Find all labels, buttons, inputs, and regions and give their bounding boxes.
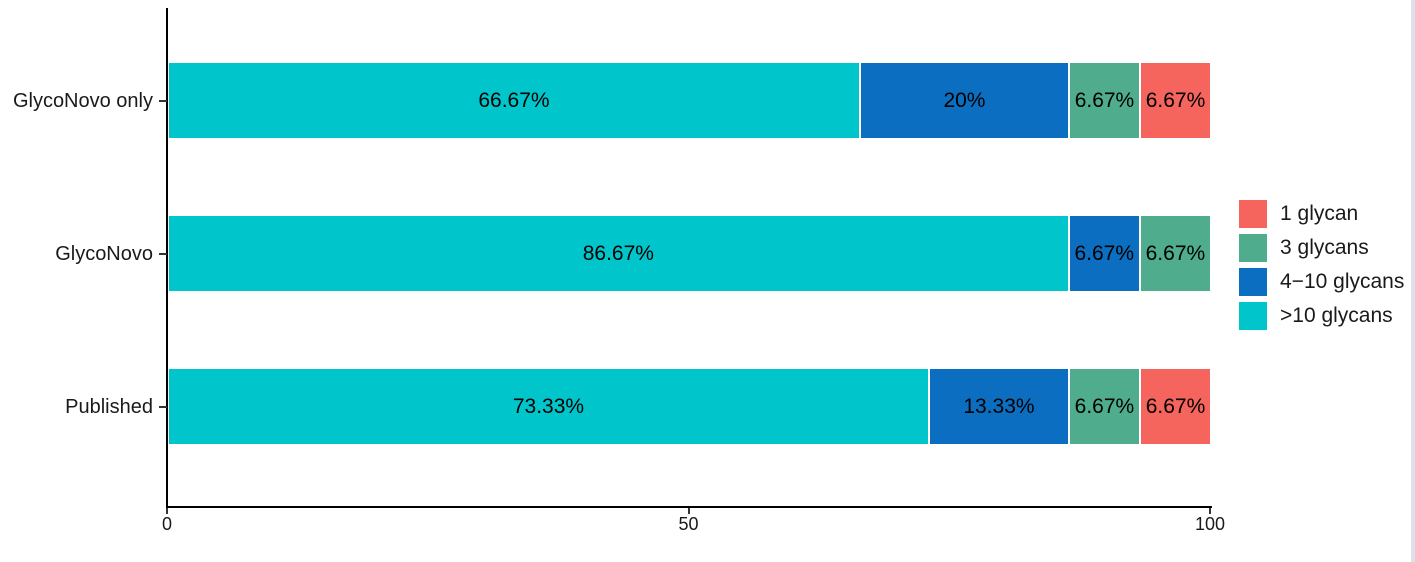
y-axis-tick	[159, 405, 167, 408]
bar-segment-value-label: 20%	[943, 88, 986, 112]
bar-segment: 86.67%	[169, 216, 1068, 291]
legend-label: 4−10 glycans	[1280, 270, 1405, 293]
window-edge	[1411, 0, 1415, 562]
legend-color-swatch	[1239, 268, 1267, 296]
y-axis-line	[166, 8, 168, 508]
bar-segment-value-label: 73.33%	[512, 394, 585, 418]
x-axis-line	[166, 506, 1212, 508]
bar-segment-value-label: 13.33%	[963, 394, 1035, 418]
x-axis-tick-label: 0	[161, 514, 172, 534]
bar-row: 66.67% 20% 6.67% 6.67%	[169, 63, 1211, 138]
bar-segment: 6.67%	[1069, 63, 1139, 138]
legend-label: 3 glycans	[1280, 236, 1369, 259]
legend-color-swatch	[1239, 234, 1267, 262]
legend-item: 1 glycan	[1239, 200, 1404, 228]
bar-segment: 6.67%	[1069, 216, 1139, 291]
category-label: Published	[65, 395, 153, 418]
bar-segment-value-label: 6.67%	[1145, 394, 1206, 418]
bar-segment: 20%	[860, 63, 1068, 138]
bar-segment-value-label: 6.67%	[1145, 88, 1206, 112]
legend-color-swatch	[1239, 302, 1267, 330]
x-axis-tick-label: 50	[678, 514, 699, 534]
x-axis-tick	[166, 508, 168, 514]
bar-segment: 6.67%	[1140, 63, 1211, 138]
legend-label: >10 glycans	[1280, 304, 1393, 327]
bar-row: 73.33% 13.33% 6.67% 6.67%	[169, 369, 1210, 444]
bar-segment: 66.67%	[169, 63, 859, 138]
legend-item: >10 glycans	[1239, 302, 1404, 330]
legend-item: 3 glycans	[1239, 234, 1404, 262]
bar-segment: 73.33%	[169, 369, 928, 444]
bar-segment: 6.67%	[1140, 216, 1210, 291]
y-axis-tick	[159, 99, 167, 102]
bar-segment-value-label: 6.67%	[1074, 88, 1135, 112]
bar-segment: 6.67%	[1069, 369, 1139, 444]
legend: 1 glycan 3 glycans 4−10 glycans >10 glycans	[1239, 200, 1404, 330]
legend-item: 4−10 glycans	[1239, 268, 1404, 296]
legend-color-swatch	[1239, 200, 1267, 228]
category-label: GlycoNovo	[55, 242, 153, 265]
bar-segment-value-label: 6.67%	[1074, 394, 1135, 418]
x-axis-tick	[687, 508, 690, 514]
category-label: GlycoNovo only	[12, 89, 153, 112]
bar-row: 86.67% 6.67% 6.67%	[169, 216, 1210, 291]
x-axis-tick-label: 100	[1194, 514, 1226, 534]
x-axis-tick	[1209, 508, 1211, 514]
bar-segment-value-label: 86.67%	[582, 241, 654, 265]
bar-segment-value-label: 6.67%	[1145, 241, 1206, 265]
bar-segment: 6.67%	[1140, 369, 1210, 444]
bar-segment-value-label: 6.67%	[1074, 241, 1135, 265]
bar-segment: 13.33%	[929, 369, 1068, 444]
y-axis-tick	[159, 252, 167, 255]
bar-segment-value-label: 66.67%	[478, 88, 550, 112]
legend-label: 1 glycan	[1280, 202, 1359, 225]
